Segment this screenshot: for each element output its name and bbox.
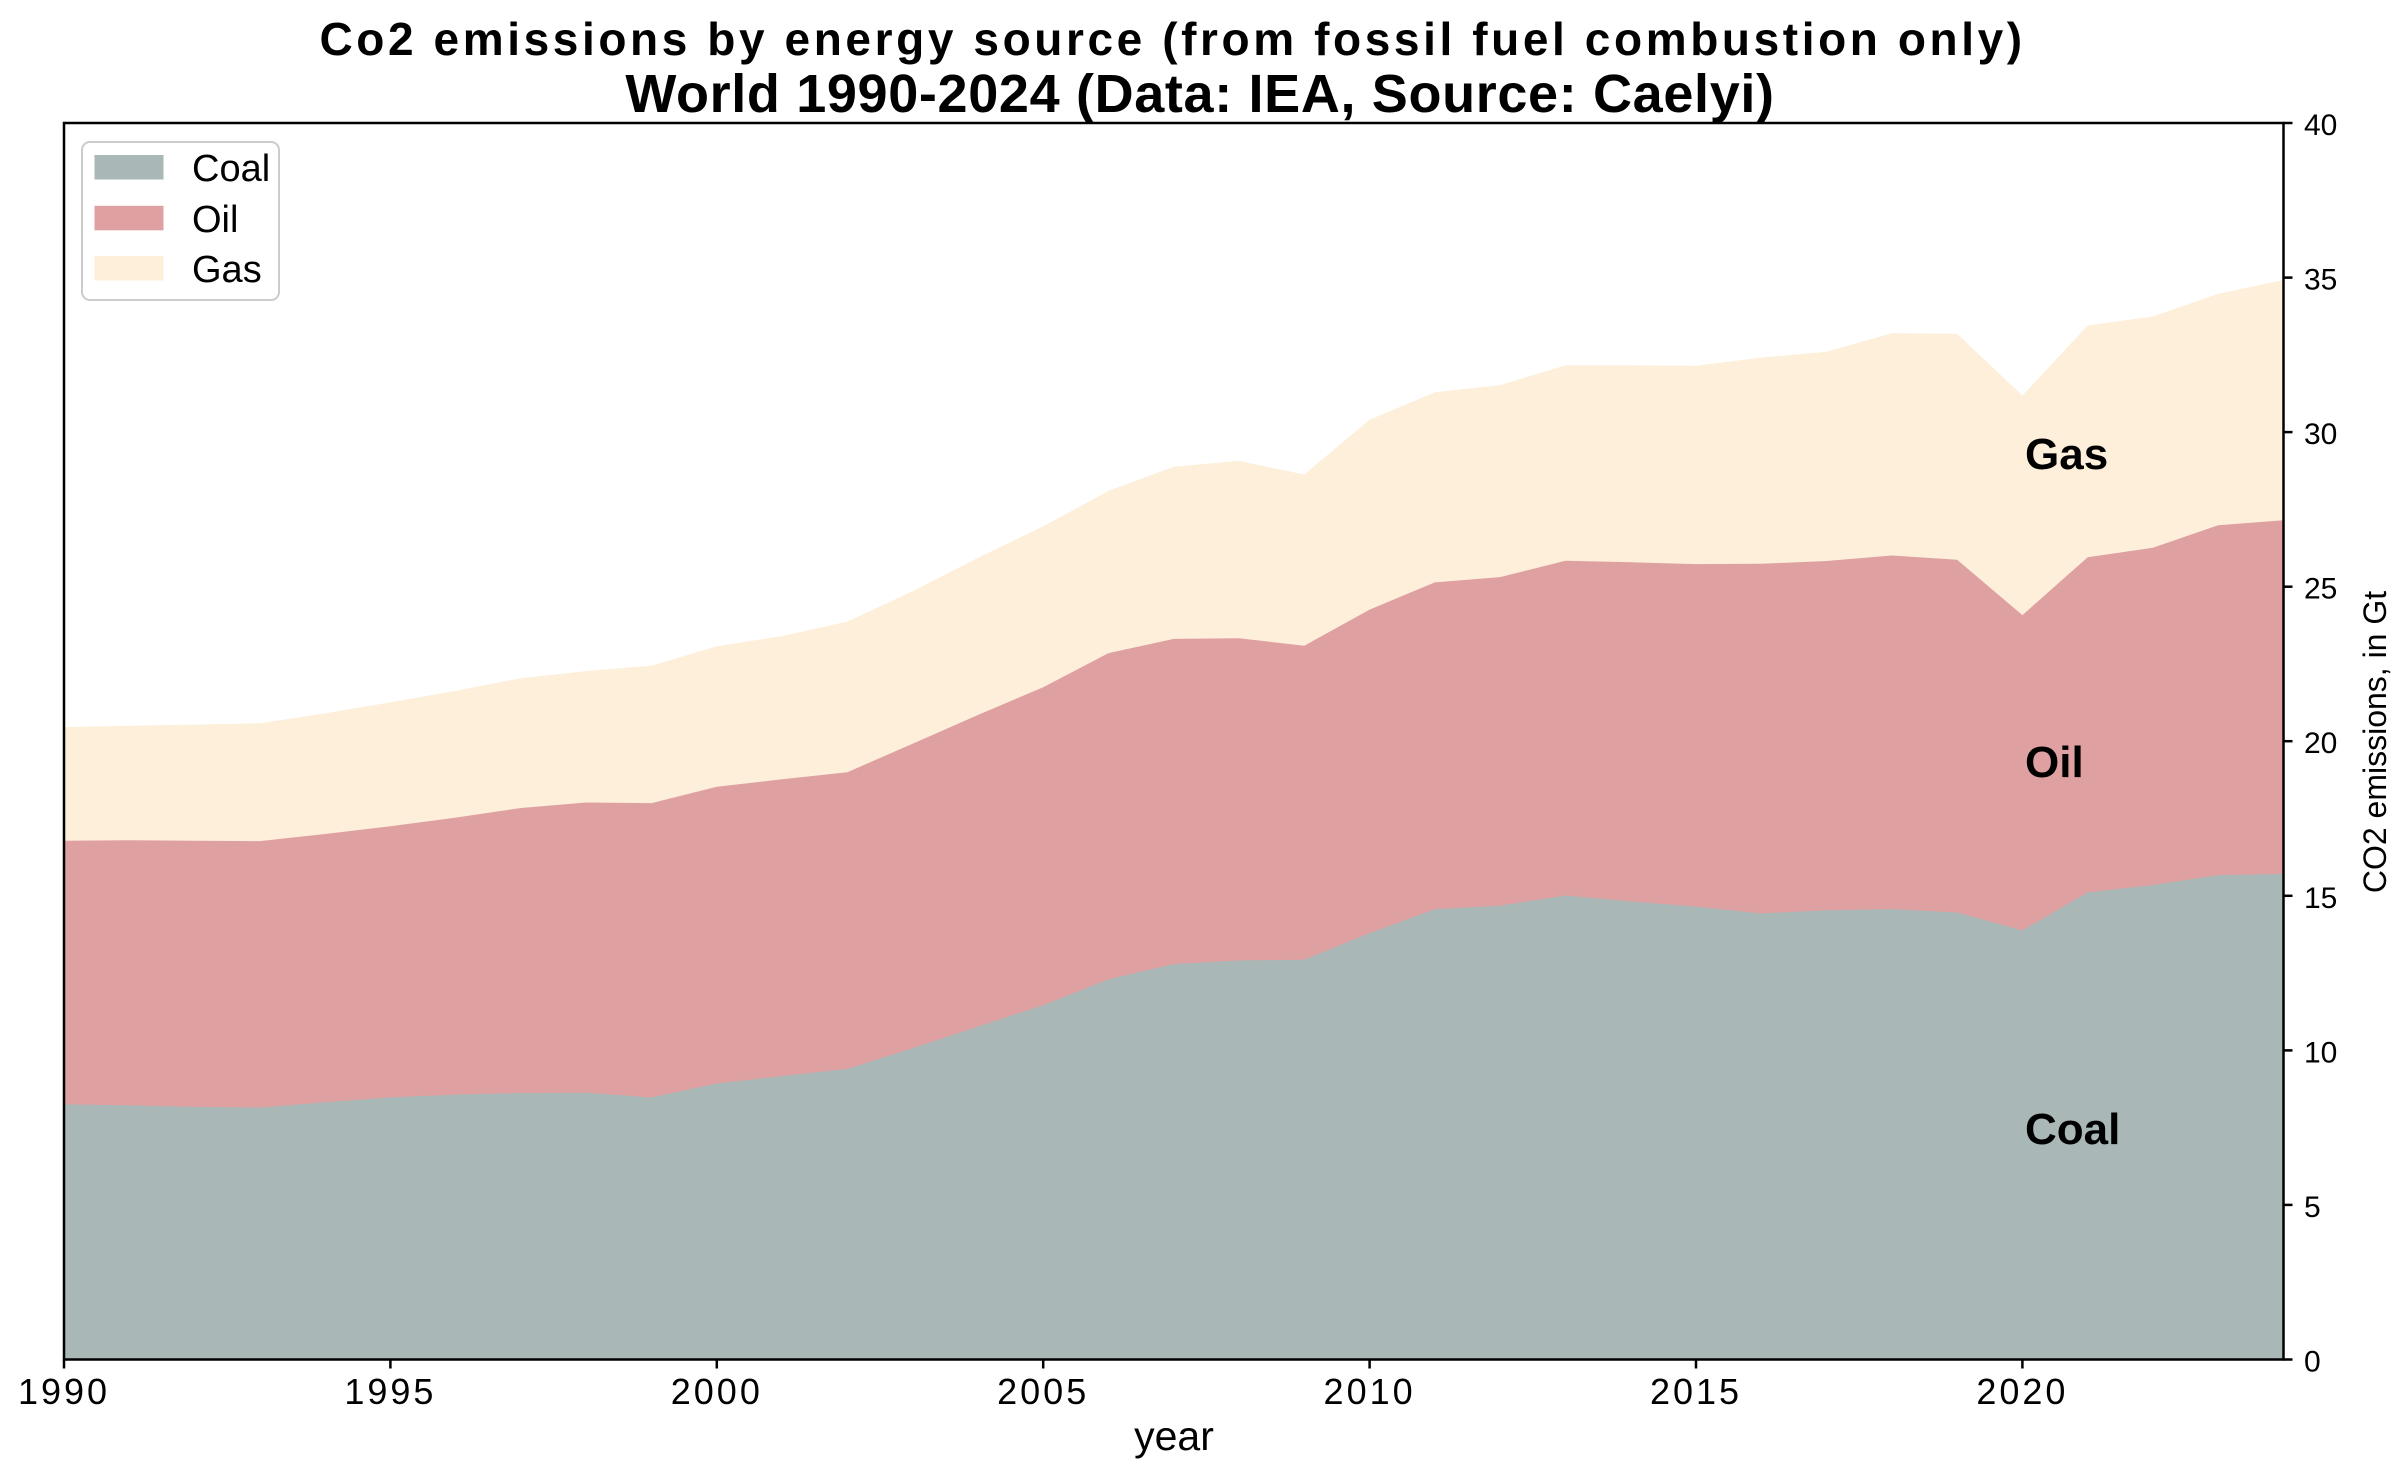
svg-text:20: 20 (2304, 727, 2337, 760)
svg-text:year: year (1134, 1413, 1214, 1459)
svg-text:1995: 1995 (344, 1371, 436, 1412)
svg-text:CO2 emissions, in Gt: CO2 emissions, in Gt (2357, 591, 2393, 893)
svg-text:Coal: Coal (192, 148, 270, 190)
svg-text:35: 35 (2304, 264, 2337, 297)
svg-text:25: 25 (2304, 573, 2337, 606)
svg-text:2000: 2000 (671, 1371, 763, 1412)
svg-text:Oil: Oil (192, 199, 238, 241)
svg-text:Oil: Oil (2025, 738, 2084, 787)
svg-text:Gas: Gas (2025, 430, 2108, 479)
svg-text:40: 40 (2304, 109, 2337, 142)
svg-text:0: 0 (2304, 1346, 2321, 1379)
svg-text:15: 15 (2304, 882, 2337, 915)
svg-text:5: 5 (2304, 1191, 2321, 1224)
svg-text:2010: 2010 (1324, 1371, 1416, 1412)
svg-text:1990: 1990 (18, 1371, 110, 1412)
svg-text:Co2 emissions by energy source: Co2 emissions by energy source (from fos… (319, 13, 2025, 65)
svg-text:Coal: Coal (2025, 1105, 2120, 1154)
svg-text:10: 10 (2304, 1036, 2337, 1069)
svg-text:2020: 2020 (1976, 1371, 2068, 1412)
svg-text:Gas: Gas (192, 249, 262, 291)
svg-text:World 1990-2024 (Data: IEA, So: World 1990-2024 (Data: IEA, Source: Cael… (625, 64, 1774, 124)
svg-text:2005: 2005 (997, 1371, 1089, 1412)
svg-text:2015: 2015 (1650, 1371, 1742, 1412)
svg-text:30: 30 (2304, 418, 2337, 451)
